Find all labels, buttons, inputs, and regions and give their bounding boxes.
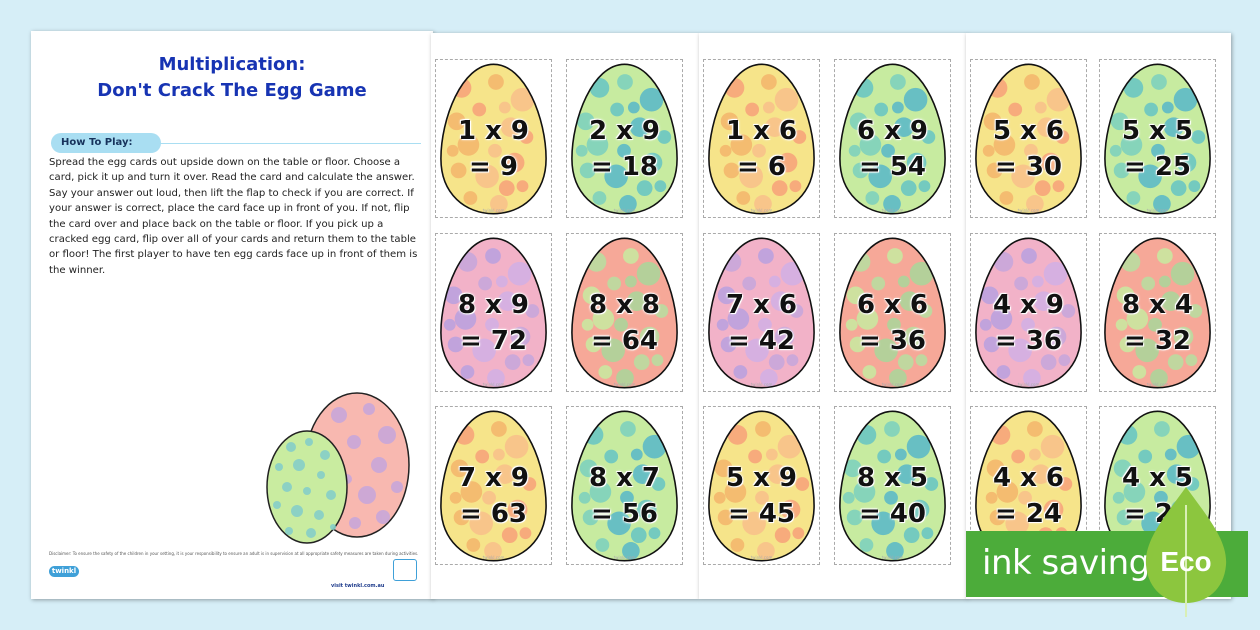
- egg-answer: = 30: [994, 152, 1063, 182]
- card-watermark: twinkl.com: [1146, 382, 1169, 387]
- card-watermark: twinkl.com: [1017, 382, 1040, 387]
- egg-shape: [975, 63, 1082, 215]
- eco-leaf-icon: Eco: [1145, 487, 1227, 617]
- card-watermark: twinkl.com: [750, 208, 773, 213]
- card-watermark: twinkl.com: [881, 555, 904, 560]
- title-line-2: Don't Crack The Egg Game: [97, 80, 367, 101]
- card-watermark: twinkl.com: [613, 382, 636, 387]
- egg-shape: [1104, 237, 1211, 389]
- ink-saving-text: ink saving: [982, 543, 1150, 583]
- egg-shape: [975, 410, 1082, 562]
- egg-card[interactable]: 4 x 6= 24twinkl.com: [970, 406, 1087, 565]
- egg-question: 2 x 9: [588, 116, 661, 146]
- card-watermark: twinkl.com: [750, 555, 773, 560]
- egg-answer: = 54: [858, 152, 927, 182]
- card-watermark: twinkl.com: [613, 555, 636, 560]
- egg-shape: [975, 237, 1082, 389]
- eco-label: Eco: [1160, 546, 1211, 577]
- egg-shape: [708, 63, 815, 215]
- instructions-page: Multiplication: Don't Crack The Egg Game…: [31, 31, 433, 599]
- egg-shape: [839, 237, 946, 389]
- egg-card[interactable]: 8 x 9 = 72 twinkl.com: [435, 233, 552, 392]
- card-watermark: twinkl.com: [1146, 208, 1169, 213]
- footer-url: visit twinkl.com.au: [331, 583, 385, 589]
- egg-answer: = 45: [727, 499, 796, 529]
- egg-card[interactable]: 6 x 9 = 54 twinkl.com: [834, 59, 951, 218]
- card-watermark: twinkl.com: [482, 382, 505, 387]
- egg-answer: = 63: [459, 499, 528, 529]
- title-line-1: Multiplication:: [158, 54, 306, 75]
- egg-question: 1 x 9: [457, 116, 530, 146]
- egg-answer: = 9: [469, 152, 518, 182]
- egg-card[interactable]: 8 x 5 = 40 twinkl.com: [834, 406, 951, 565]
- egg-answer: = 42: [727, 326, 796, 356]
- how-to-play-label: How To Play:: [51, 133, 161, 153]
- egg-card[interactable]: 2 x 9 = 18 twinkl.com: [566, 59, 683, 218]
- egg-card[interactable]: 5 x 5 = 25 twinkl.com: [1099, 59, 1216, 218]
- section-divider: [51, 143, 421, 144]
- egg-answer: = 25: [1123, 152, 1192, 182]
- twinkl-logo: twinkl: [49, 566, 79, 577]
- egg-answer: = 36: [994, 326, 1063, 356]
- egg-question: 7 x 9: [457, 463, 530, 493]
- egg-answer: = 18: [590, 152, 659, 182]
- disclaimer-text: Disclaimer: To ensure the safety of the …: [49, 551, 419, 556]
- card-watermark: twinkl.com: [613, 208, 636, 213]
- egg-question: 5 x 9: [725, 463, 798, 493]
- egg-question: 4 x 9: [992, 290, 1065, 320]
- egg-answer: = 72: [459, 326, 528, 356]
- egg-card[interactable]: 6 x 6 = 36 twinkl.com: [834, 233, 951, 392]
- egg-answer: = 6: [737, 152, 786, 182]
- egg-shape: [1104, 63, 1211, 215]
- egg-shape: [571, 410, 678, 562]
- egg-answer: = 64: [590, 326, 659, 356]
- egg-shape: [440, 410, 547, 562]
- decorative-eggs-illustration: [266, 392, 410, 544]
- instructions-text: Spread the egg cards out upside down on …: [49, 157, 418, 276]
- egg-shape: [839, 63, 946, 215]
- egg-answer: = 36: [858, 326, 927, 356]
- card-watermark: twinkl.com: [482, 555, 505, 560]
- egg-shape: [708, 237, 815, 389]
- card-watermark: twinkl.com: [750, 382, 773, 387]
- egg-answer: = 32: [1123, 326, 1192, 356]
- quality-badge-icon: [393, 559, 417, 581]
- egg-question: 8 x 9: [457, 290, 530, 320]
- egg-card[interactable]: 1 x 6 = 6 twinkl.com: [703, 59, 820, 218]
- card-watermark: twinkl.com: [482, 208, 505, 213]
- card-watermark: twinkl.com: [881, 208, 904, 213]
- egg-question: 7 x 6: [725, 290, 798, 320]
- egg-card[interactable]: 5 x 6 = 30 twinkl.com: [970, 59, 1087, 218]
- egg-question: 8 x 7: [588, 463, 661, 493]
- egg-card[interactable]: 7 x 9 = 63 twinkl.com: [435, 406, 552, 565]
- egg-shape: [440, 237, 547, 389]
- egg-card[interactable]: 8 x 7 = 56 twinkl.com: [566, 406, 683, 565]
- egg-question: 6 x 9: [856, 116, 929, 146]
- egg-card[interactable]: 8 x 4 = 32 twinkl.com: [1099, 233, 1216, 392]
- egg-shape: [708, 410, 815, 562]
- egg-question: 4 x 5: [1121, 463, 1194, 493]
- egg-card[interactable]: 7 x 6 = 42 twinkl.com: [703, 233, 820, 392]
- egg-shape: [571, 237, 678, 389]
- egg-question: 8 x 5: [856, 463, 929, 493]
- egg-question: 4 x 6: [992, 463, 1065, 493]
- egg-question: 5 x 5: [1121, 116, 1194, 146]
- egg-answer: = 24: [994, 499, 1063, 529]
- egg-shape: [440, 63, 547, 215]
- egg-question: 8 x 8: [588, 290, 661, 320]
- egg-question: 1 x 6: [725, 116, 798, 146]
- card-watermark: twinkl.com: [1017, 208, 1040, 213]
- egg-card[interactable]: 8 x 8 = 64 twinkl.com: [566, 233, 683, 392]
- egg-card[interactable]: 1 x 9 = 9 twinkl.com: [435, 59, 552, 218]
- egg-question: 5 x 6: [992, 116, 1065, 146]
- egg-card[interactable]: 4 x 9 = 36 twinkl.com: [970, 233, 1087, 392]
- egg-answer: = 56: [590, 499, 659, 529]
- egg-shape: [571, 63, 678, 215]
- egg-question: 6 x 6: [856, 290, 929, 320]
- egg-answer: = 40: [858, 499, 927, 529]
- egg-shape: [839, 410, 946, 562]
- egg-question: 8 x 4: [1121, 290, 1194, 320]
- card-watermark: twinkl.com: [881, 382, 904, 387]
- egg-card[interactable]: 5 x 9 = 45 twinkl.com: [703, 406, 820, 565]
